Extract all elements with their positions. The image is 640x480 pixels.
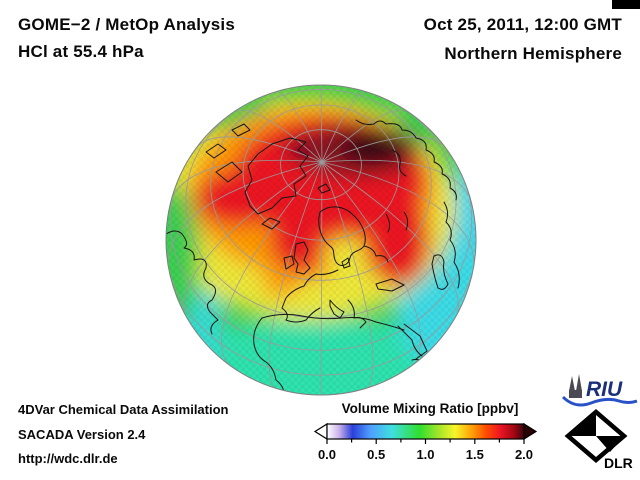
plot-title-line2: HCl at 55.4 hPa (18, 42, 144, 61)
corner-marker (612, 0, 640, 9)
colorbar-tick-label: 0.0 (318, 447, 336, 462)
riu-logo-text: RIU (586, 378, 623, 401)
footer-url: http://wdc.dlr.de (18, 451, 118, 466)
dlr-arrow-icon (564, 409, 628, 463)
colorbar-tick-label: 2.0 (515, 447, 533, 462)
coastlines (166, 119, 460, 395)
colorbar-gradient (326, 423, 525, 440)
footer-version: SACADA Version 2.4 (18, 427, 146, 442)
plot-date: Oct 25, 2011, 12:00 GMT (423, 15, 622, 34)
colorbar-tick-label: 1.5 (466, 447, 484, 462)
riu-wave-icon (561, 395, 638, 407)
plot-region: Northern Hemisphere (444, 44, 622, 63)
footer-assimilation: 4DVar Chemical Data Assimilation (18, 402, 229, 417)
colorbar-tick-label: 0.5 (367, 447, 385, 462)
plot-title-line1: GOME−2 / MetOp Analysis (18, 15, 236, 34)
colorbar-ticks (326, 439, 525, 444)
dlr-logo: DLR (564, 409, 633, 470)
colorbar: Volume Mixing Ratio [ppbv] 0.0 0.5 1.0 1… (313, 401, 538, 462)
colorbar-title: Volume Mixing Ratio [ppbv] (342, 401, 519, 416)
dlr-logo-text: DLR (604, 455, 633, 470)
colorbar-right-arrow (523, 422, 538, 441)
colorbar-left-arrow (313, 422, 328, 441)
riu-logo: RIU (561, 374, 638, 407)
colorbar-tick-label: 1.0 (416, 447, 434, 462)
globe-limb (165, 84, 477, 396)
cathedral-icon (569, 374, 582, 398)
